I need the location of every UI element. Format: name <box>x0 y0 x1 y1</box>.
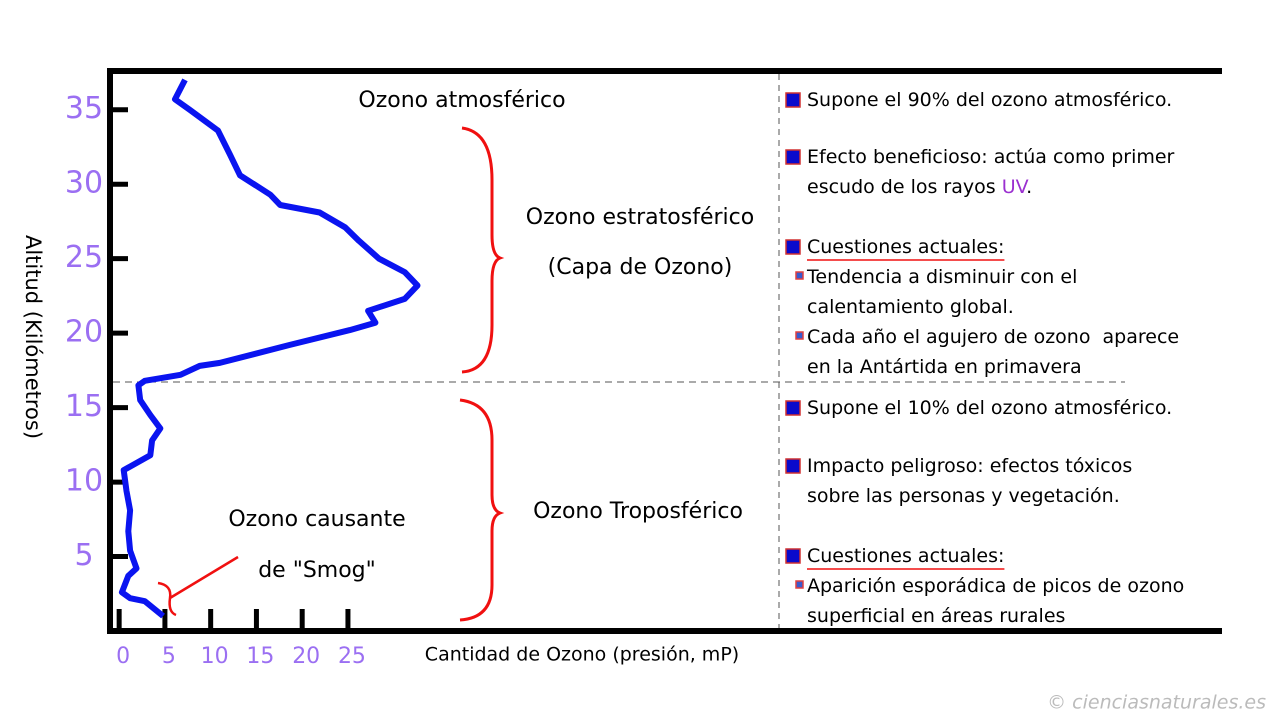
y-tick-label: 20 <box>65 315 103 350</box>
note-text: sobre las personas y vegetación. <box>807 485 1120 507</box>
note-text: Aparición esporádica de picos de ozono <box>807 575 1184 597</box>
note-text: Cada año el agujero de ozono aparece <box>807 326 1179 348</box>
bullet <box>785 548 801 564</box>
y-tick-label: 35 <box>65 91 103 126</box>
note-text: Tendencia a disminuir con el <box>806 266 1077 288</box>
x-tick-label: 25 <box>338 644 366 669</box>
annotation: Ozono estratosférico <box>526 205 754 230</box>
bullet <box>785 92 801 108</box>
note-part: UV <box>1002 176 1029 198</box>
y-axis-label: Altitud (Kilómetros) <box>21 235 45 439</box>
note-text: en la Antártida en primavera <box>807 356 1082 378</box>
y-tick-label: 25 <box>65 240 103 275</box>
y-tick-label: 15 <box>65 389 103 424</box>
x-tick-label: 20 <box>292 644 320 669</box>
note-text: Impacto peligroso: efectos tóxicos <box>807 455 1132 477</box>
bullet <box>795 271 804 280</box>
note-text: superficial en áreas rurales <box>807 605 1065 627</box>
note-part: Aparición esporádica de picos de ozono <box>807 575 1184 597</box>
bullet <box>785 458 801 474</box>
annotation: Ozono Troposférico <box>533 499 743 524</box>
note-part: Cada año el agujero de ozono aparece <box>807 326 1179 348</box>
x-tick-label: 0 <box>116 644 130 669</box>
note-part: Cuestiones actuales: <box>807 236 1004 258</box>
x-tick-label: 10 <box>201 644 229 669</box>
annotation: Ozono causante <box>228 507 405 532</box>
note-part: Impacto peligroso: efectos tóxicos <box>807 455 1132 477</box>
note-text: Cuestiones actuales: <box>807 236 1004 258</box>
note-part: escudo de los rayos <box>807 176 1002 198</box>
ozone-line <box>118 78 421 619</box>
y-tick-label: 10 <box>65 464 103 499</box>
note-text: escudo de los rayos UV. <box>807 176 1032 198</box>
annotation: (Capa de Ozono) <box>548 255 733 280</box>
note-part: sobre las personas y vegetación. <box>807 485 1120 507</box>
note-text: Cuestiones actuales: <box>807 545 1004 567</box>
note-text: Efecto beneficioso: actúa como primer <box>807 146 1175 168</box>
bullet <box>785 239 801 255</box>
x-tick-label: 5 <box>162 644 176 669</box>
note-part: en la Antártida en primavera <box>807 356 1082 378</box>
smog-pointer <box>157 555 239 617</box>
y-tick-label: 30 <box>65 166 103 201</box>
note-part: Supone el 10% del ozono atmosférico. <box>807 397 1172 419</box>
note-part: calentamiento global. <box>807 296 1014 318</box>
note-part: superficial en áreas rurales <box>807 605 1065 627</box>
bullet <box>795 580 804 589</box>
note-text: calentamiento global. <box>807 296 1014 318</box>
x-tick-label: 15 <box>246 644 274 669</box>
note-part: Tendencia a disminuir con el <box>806 266 1077 288</box>
brace <box>461 126 505 374</box>
note-part: . <box>1026 176 1032 198</box>
note-part: Efecto beneficioso: actúa como primer <box>807 146 1175 168</box>
note-part: Supone el 90% del ozono atmosférico. <box>807 89 1172 111</box>
note-text: Supone el 90% del ozono atmosférico. <box>807 89 1172 111</box>
copyright: © cienciasnaturales.es <box>1047 692 1266 714</box>
annotation: Ozono atmosférico <box>358 88 565 113</box>
bullet <box>795 331 804 340</box>
bullet <box>785 149 801 165</box>
y-tick-label: 5 <box>74 538 93 573</box>
annotation: de "Smog" <box>258 558 376 583</box>
brace <box>459 398 505 622</box>
x-axis-label: Cantidad de Ozono (presión, mP) <box>425 644 739 666</box>
note-part: Cuestiones actuales: <box>807 545 1004 567</box>
note-text: Supone el 10% del ozono atmosférico. <box>807 397 1172 419</box>
bullet <box>785 400 801 416</box>
